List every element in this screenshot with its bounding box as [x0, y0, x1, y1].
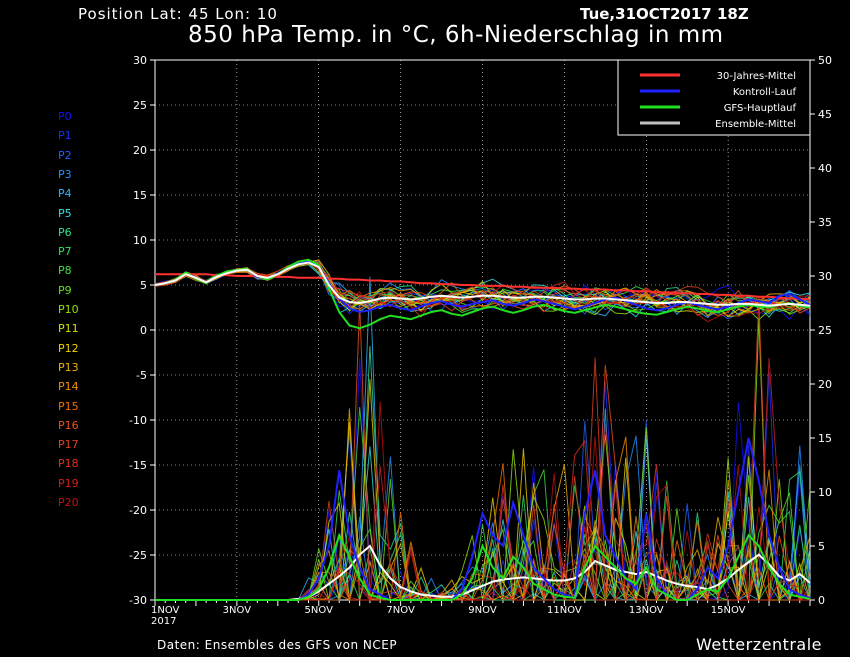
right-tick-label: 50 — [818, 54, 832, 67]
brand-label: Wetterzentrale — [696, 635, 823, 654]
right-tick-label: 0 — [818, 594, 825, 607]
member-label-p14: P14 — [58, 380, 79, 394]
member-label-p0: P0 — [58, 110, 72, 123]
legend-label: Kontroll-Lauf — [733, 87, 797, 98]
member-label-p9: P9 — [58, 283, 72, 297]
member-label-p17: P17 — [58, 438, 79, 452]
left-tick-label: -25 — [129, 549, 147, 562]
temp-series-ensemble-mittel — [154, 261, 811, 307]
right-tick-label: 45 — [818, 108, 832, 121]
temp-series-gfs-hauptlauf — [154, 258, 811, 330]
member-label-p11: P11 — [58, 322, 79, 336]
right-tick-label: 15 — [818, 432, 832, 445]
chart-title: 850 hPa Temp. in °C, 6h-Niederschlag in … — [188, 22, 724, 48]
run-datetime: Tue,31OCT2017 18Z — [580, 5, 749, 23]
left-tick-label: -10 — [129, 414, 147, 427]
legend-label: 30-Jahres-Mittel — [717, 71, 796, 82]
member-label-p13: P13 — [58, 360, 79, 374]
member-label-p7: P7 — [58, 245, 72, 259]
x-tick-label: 3NOV — [223, 605, 252, 616]
left-tick-label: 5 — [140, 279, 147, 292]
legend-label: Ensemble-Mittel — [715, 119, 796, 130]
right-tick-label: 35 — [818, 216, 832, 229]
left-tick-label: 0 — [140, 324, 147, 337]
x-tick-label: 9NOV — [468, 605, 497, 616]
member-precip-line — [155, 474, 811, 602]
right-tick-label: 30 — [818, 270, 832, 283]
member-label-p3: P3 — [58, 167, 72, 181]
right-tick-label: 10 — [818, 486, 832, 499]
member-label-p18: P18 — [58, 457, 79, 471]
member-label-p6: P6 — [58, 225, 72, 239]
member-label-p10: P10 — [58, 303, 79, 316]
x-tick-label: 7NOV — [386, 605, 415, 616]
member-label-p1: P1 — [58, 129, 72, 143]
member-label-p12: P12 — [58, 341, 79, 355]
x-tick-label: 15NOV — [711, 605, 746, 616]
member-label-p8: P8 — [58, 264, 72, 278]
member-label-p5: P5 — [58, 206, 72, 220]
left-tick-label: -5 — [136, 369, 147, 382]
x-tick-label: 5NOV — [305, 605, 334, 616]
left-tick-label: 20 — [133, 144, 147, 157]
member-label-p2: P2 — [58, 148, 72, 162]
data-source-label: Daten: Ensembles des GFS von NCEP — [157, 638, 398, 652]
member-label-p16: P16 — [58, 418, 79, 432]
member-label-p20: P20 — [58, 496, 79, 509]
member-label-p19: P19 — [58, 476, 79, 490]
legend-label: GFS-Hauptlauf — [724, 103, 797, 114]
left-tick-label: 25 — [133, 99, 147, 112]
precip-series-gfs-hauptlauf — [155, 532, 811, 601]
member-precip-line — [155, 276, 811, 602]
left-tick-label: 10 — [133, 234, 147, 247]
left-tick-label: -20 — [129, 504, 147, 517]
left-tick-label: 15 — [133, 189, 147, 202]
right-tick-label: 20 — [818, 378, 832, 391]
position-label: Position Lat: 45 Lon: 10 — [78, 5, 278, 23]
left-tick-label: -15 — [129, 459, 147, 472]
right-tick-label: 25 — [818, 324, 832, 337]
x-tick-label: 11NOV — [547, 605, 582, 616]
member-label-p4: P4 — [58, 187, 72, 201]
x-year-label: 2017 — [151, 616, 176, 627]
x-tick-label: 1NOV — [151, 605, 180, 616]
right-tick-label: 5 — [818, 540, 825, 553]
right-tick-label: 40 — [818, 162, 832, 175]
left-tick-label: 30 — [133, 54, 147, 67]
x-tick-label: 13NOV — [629, 605, 664, 616]
left-tick-label: -30 — [129, 594, 147, 607]
member-label-p15: P15 — [58, 399, 79, 413]
